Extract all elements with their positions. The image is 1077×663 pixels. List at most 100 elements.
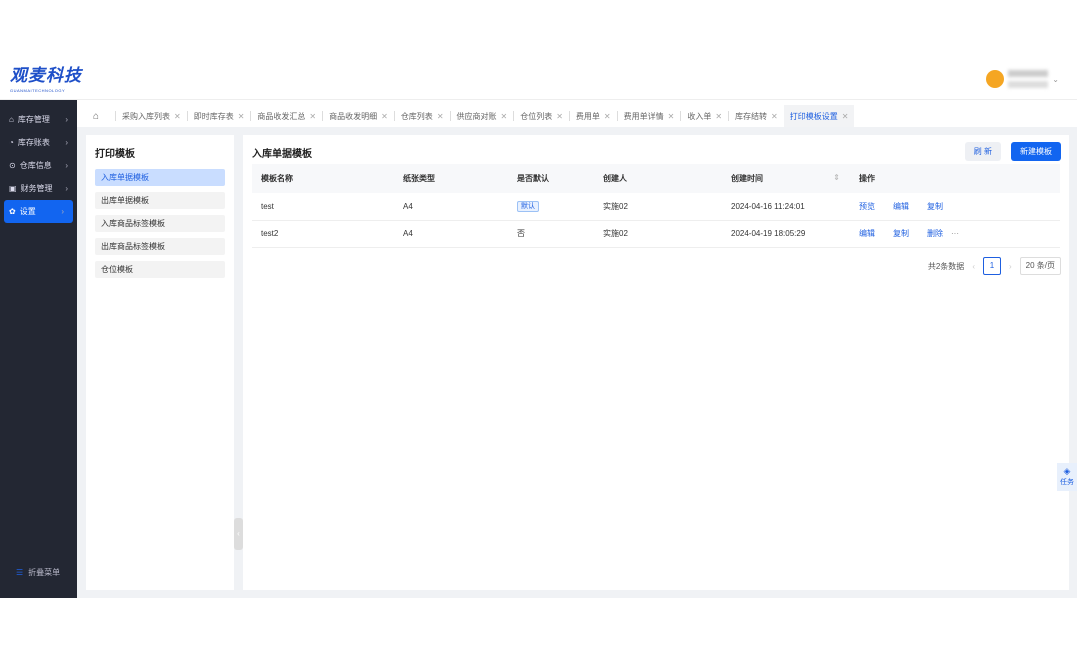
cell-paper: A4 <box>394 193 508 221</box>
cell-actions: 预览 编辑 复制 <box>850 193 1060 221</box>
tab-bar: ⌂ 采购入库列表 ✕ 即时库存表 ✕ 商品收发汇总 ✕ 商品收发明细 ✕ 仓库列表 ✕ 供应商对账 ✕… <box>77 105 1077 127</box>
copy-link[interactable]: 复制 <box>927 201 943 211</box>
category-item[interactable]: 出库单据模板 <box>95 192 225 209</box>
layers-icon: ◈ <box>1063 466 1071 476</box>
cell-name: test2 <box>252 220 394 248</box>
cell-name: test <box>252 193 394 221</box>
menu-icon: ☰ <box>16 568 24 577</box>
category-item[interactable]: 入库商品标签模板 <box>95 215 225 232</box>
table-row: test2 A4 否 实施02 2024-04-19 18:05:29 编辑 复制… <box>252 220 1060 248</box>
panel-title: 打印模板 <box>95 149 135 160</box>
close-icon[interactable]: ✕ <box>667 111 675 121</box>
tab-label: 采购入库列表 <box>122 111 170 121</box>
chevron-right-icon: › <box>65 161 68 170</box>
logo: 观麦科技 <box>10 66 82 85</box>
tab-item[interactable]: 商品收发汇总 ✕ <box>250 111 322 121</box>
close-icon[interactable]: ✕ <box>841 111 849 121</box>
next-page-icon[interactable]: › <box>1008 261 1012 271</box>
tab-item[interactable]: 商品收发明细 ✕ <box>322 111 394 121</box>
header: 观麦科技 GUANMAITECHNOLOGY ⌄ <box>0 60 1077 100</box>
avatar <box>986 70 1005 88</box>
sidebar-item-inventory[interactable]: ⌂ 库存管理 › <box>0 108 77 131</box>
category-item[interactable]: 仓位模板 <box>95 261 225 278</box>
tab-label: 仓位列表 <box>520 111 553 121</box>
page-number[interactable]: 1 <box>982 257 1001 275</box>
cell-default: 否 <box>508 220 594 248</box>
cell-paper: A4 <box>394 220 508 248</box>
tab-label: 收入单 <box>687 111 712 121</box>
page-size-select[interactable]: 20 条/页 <box>1019 257 1061 275</box>
tab-label: 供应商对账 <box>456 111 497 121</box>
tab-label: 仓库列表 <box>400 111 433 121</box>
close-icon[interactable]: ✕ <box>381 111 388 121</box>
category-item[interactable]: 出库商品标签模板 <box>95 238 225 255</box>
close-icon[interactable]: ✕ <box>174 111 181 121</box>
tab-item[interactable]: 库存结转 ✕ <box>728 111 784 121</box>
chart-icon: ◔ <box>9 138 14 147</box>
preview-link[interactable]: 预览 <box>859 201 875 211</box>
new-template-button[interactable]: 新建模板 <box>1011 142 1061 161</box>
gear-icon: ✿ <box>9 207 16 216</box>
sidebar: ⌂ 库存管理 › ◔ 库存账表 › ⊙ 仓库信息 › ▣ 财务管理 › ✿ 设置 › ☰ 折叠菜单 <box>0 100 77 598</box>
sidebar-item-label: 库存管理 <box>17 115 50 124</box>
column-header-sortable[interactable]: 创建时间 ⇕ <box>722 164 850 193</box>
main-content: 打印模板 入库单据模板 出库单据模板 入库商品标签模板 出库商品标签模板 仓位模… <box>77 127 1077 598</box>
tab-item[interactable]: 费用单 ✕ <box>568 111 617 121</box>
collapse-panel-handle[interactable]: ‹ <box>234 518 243 550</box>
tab-item[interactable]: 收入单 ✕ <box>680 111 728 121</box>
refresh-button[interactable]: 刷 新 <box>964 142 1001 161</box>
tab-item[interactable]: 仓库列表 ✕ <box>393 111 450 121</box>
tab-item[interactable]: 采购入库列表 ✕ <box>115 111 187 121</box>
chevron-down-icon: ⌄ <box>1052 74 1059 84</box>
close-icon[interactable]: ✕ <box>715 111 723 121</box>
tab-item[interactable]: 供应商对账 ✕ <box>449 111 514 121</box>
prev-page-icon[interactable]: ‹ <box>972 261 975 271</box>
logo-subtitle: GUANMAITECHNOLOGY <box>10 88 66 93</box>
tab-item[interactable]: 仓位列表 ✕ <box>513 111 569 121</box>
more-icon[interactable]: ··· <box>951 229 959 238</box>
cell-time: 2024-04-16 11:24:01 <box>722 193 850 221</box>
tab-label: 库存结转 <box>735 111 768 121</box>
total-count: 共2条数据 <box>927 261 965 271</box>
collapse-menu-button[interactable]: ☰ 折叠菜单 <box>16 567 60 578</box>
user-menu[interactable]: ⌄ <box>986 70 1059 88</box>
copy-link[interactable]: 复制 <box>893 229 909 238</box>
close-icon[interactable]: ✕ <box>771 111 778 121</box>
tab-item[interactable]: 即时库存表 ✕ <box>186 111 251 121</box>
close-icon[interactable]: ✕ <box>500 111 508 121</box>
tab-label: 商品收发汇总 <box>257 111 306 121</box>
cell-default: 默认 <box>508 193 594 221</box>
task-button[interactable]: ◈ 任务 <box>1057 463 1077 491</box>
close-icon[interactable]: ✕ <box>603 111 611 121</box>
task-label: 任务 <box>1060 479 1074 486</box>
edit-link[interactable]: 编辑 <box>893 201 909 211</box>
tab-label: 打印模板设置 <box>789 111 838 121</box>
cell-creator: 实施02 <box>594 220 722 248</box>
sidebar-item-settings[interactable]: ✿ 设置 › <box>4 200 73 223</box>
sidebar-item-warehouse[interactable]: ⊙ 仓库信息 › <box>0 154 77 177</box>
close-icon[interactable]: ✕ <box>309 111 317 121</box>
home-tab-icon[interactable]: ⌂ <box>92 110 100 122</box>
sidebar-item-finance[interactable]: ▣ 财务管理 › <box>0 177 77 200</box>
chevron-right-icon: › <box>61 207 64 216</box>
column-header: 是否默认 <box>508 164 594 193</box>
close-icon[interactable]: ✕ <box>237 111 245 121</box>
close-icon[interactable]: ✕ <box>436 111 444 121</box>
template-list-panel: 入库单据模板 刷 新 新建模板 模板名称 纸张类型 是否默认 创建人 创建时间 ⇕… <box>243 135 1069 590</box>
close-icon[interactable]: ✕ <box>556 111 563 121</box>
column-header: 创建人 <box>594 164 722 193</box>
edit-link[interactable]: 编辑 <box>859 229 875 238</box>
home-icon: ⌂ <box>9 115 14 124</box>
sidebar-item-reports[interactable]: ◔ 库存账表 › <box>0 131 77 154</box>
category-item[interactable]: 入库单据模板 <box>95 169 225 186</box>
tab-item[interactable]: 打印模板设置 ✕ <box>783 105 855 127</box>
delete-link[interactable]: 删除 <box>927 229 943 238</box>
table-row: test A4 默认 实施02 2024-04-16 11:24:01 预览 编辑… <box>252 193 1060 221</box>
sort-icon[interactable]: ⇕ <box>833 173 840 182</box>
tab-item[interactable]: 费用单详情 ✕ <box>616 111 681 121</box>
column-label: 创建时间 <box>731 174 763 183</box>
column-header: 模板名称 <box>252 164 394 193</box>
tab-label: 费用单详情 <box>623 111 664 121</box>
finance-icon: ▣ <box>9 184 17 193</box>
sidebar-item-label: 仓库信息 <box>19 161 52 170</box>
